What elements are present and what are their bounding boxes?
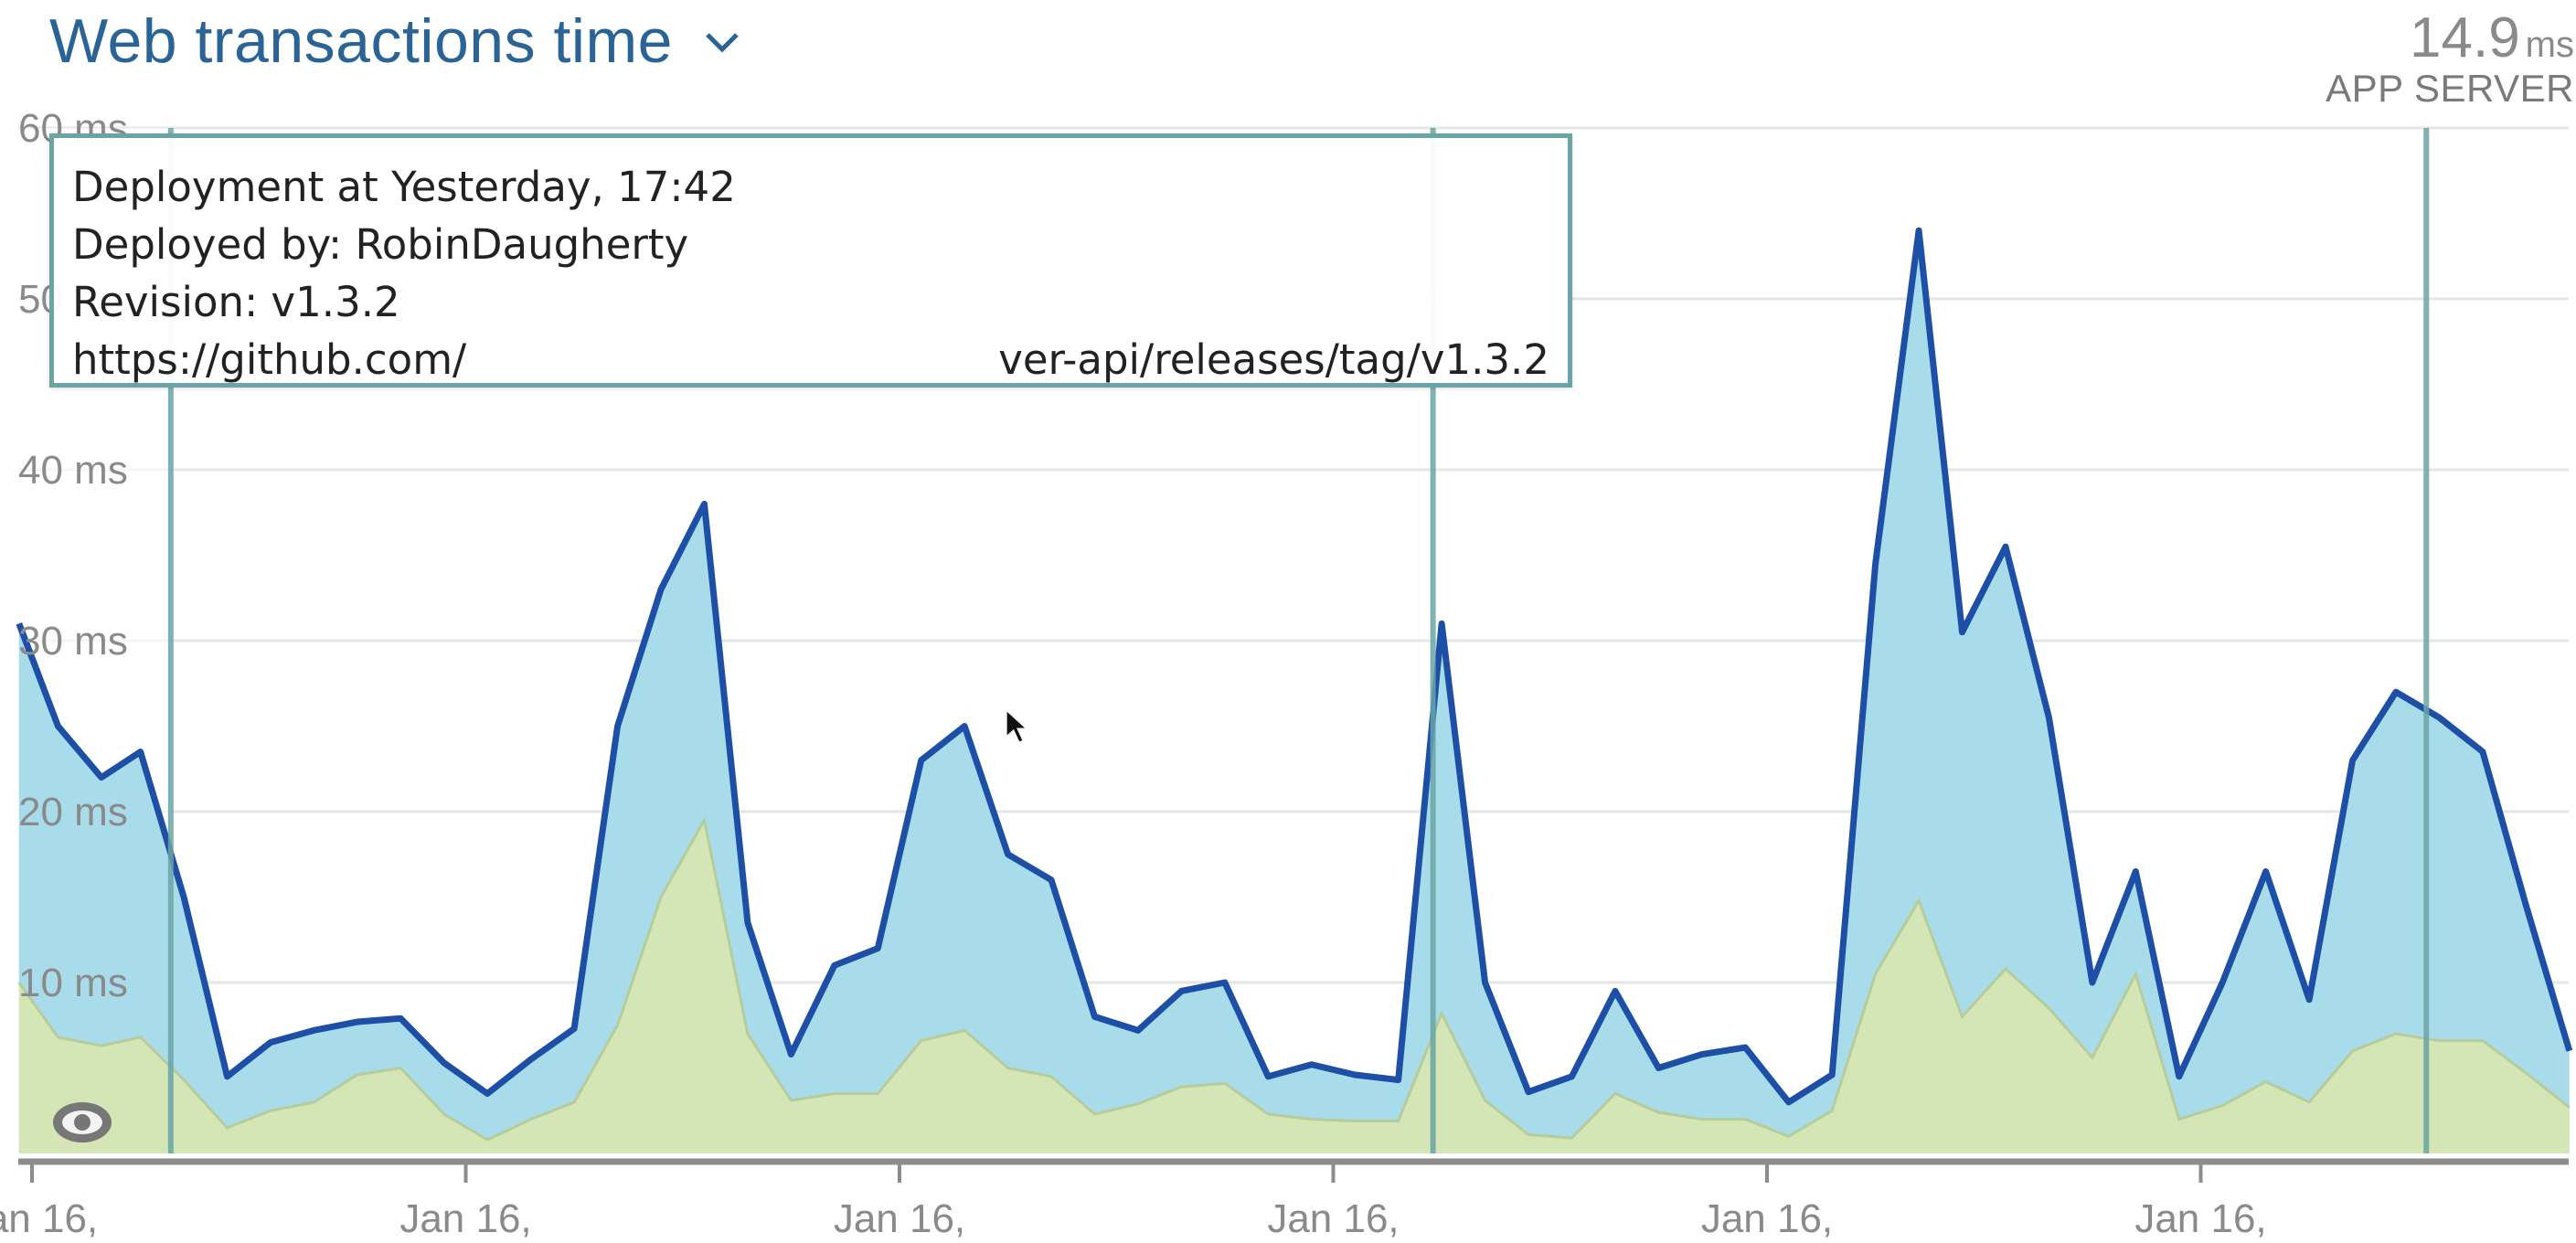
y-tick-label: 30 ms — [18, 619, 128, 664]
mouse-cursor-icon — [1006, 710, 1027, 743]
x-tick-label-date: Jan 16, — [0, 1196, 98, 1241]
eye-icon — [53, 1102, 112, 1142]
tooltip-deployed-by: Deployed by: RobinDaugherty — [72, 216, 1549, 273]
deployment-tooltip: Deployment at Yesterday, 17:42 Deployed … — [49, 133, 1572, 388]
summary-metric: 14.9 ms APP SERVER — [2326, 5, 2574, 111]
x-tick-label-date: Jan 16, — [834, 1196, 965, 1241]
y-tick-label: 40 ms — [18, 448, 128, 493]
x-tick-label-date: Jan 16, — [1267, 1196, 1399, 1241]
tooltip-revision: Revision: v1.3.2 — [72, 273, 1549, 331]
y-tick-label: 20 ms — [18, 790, 128, 834]
summary-value: 14.9 — [2410, 6, 2520, 69]
x-tick-label-date: Jan 16, — [1701, 1196, 1833, 1241]
tooltip-url-end[interactable]: ver-api/releases/tag/v1.3.2 — [998, 331, 1549, 388]
chevron-down-icon[interactable] — [704, 31, 740, 59]
y-tick-label: 10 ms — [18, 961, 128, 1005]
tooltip-url-start[interactable]: https://github.com/ — [72, 331, 466, 388]
x-axis — [18, 1162, 2569, 1183]
tooltip-deployment-time: Deployment at Yesterday, 17:42 — [72, 158, 1549, 216]
summary-label: APP SERVER — [2326, 67, 2574, 111]
x-tick-label-date: Jan 16, — [399, 1196, 531, 1241]
chart-title: Web transactions time — [49, 5, 673, 77]
x-tick-label-date: Jan 16, — [2134, 1196, 2266, 1241]
summary-unit: ms — [2526, 25, 2574, 65]
chart-title-dropdown[interactable]: Web transactions time — [49, 5, 740, 77]
tooltip-url[interactable]: https://github.com/ ver-api/releases/tag… — [72, 331, 1549, 388]
